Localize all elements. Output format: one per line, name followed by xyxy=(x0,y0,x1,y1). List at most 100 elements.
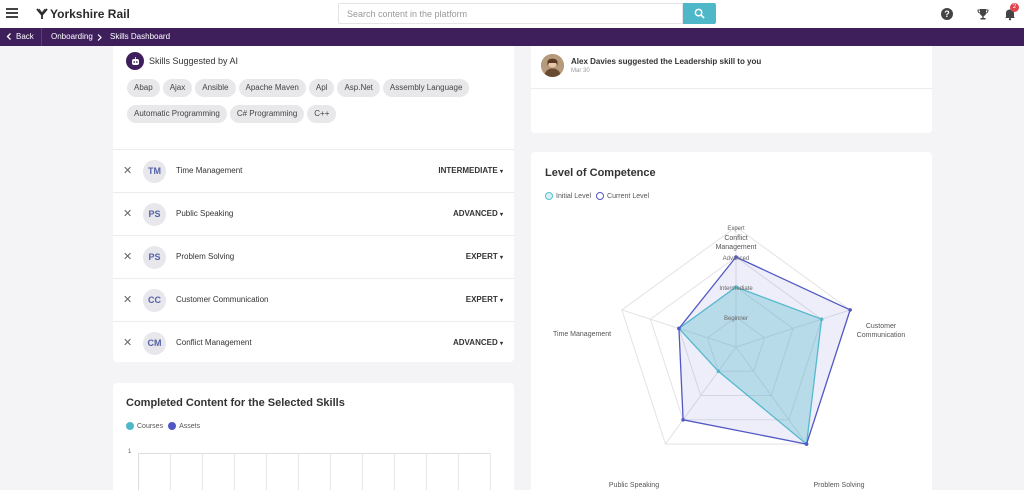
top-bar: Yorkshire Rail Search content in the pla… xyxy=(0,0,1024,28)
skill-initials: PS xyxy=(143,246,166,269)
skill-level-value: EXPERT xyxy=(465,252,498,261)
skill-level-value: ADVANCED xyxy=(453,338,498,347)
skill-chip[interactable]: Automatic Programming xyxy=(127,105,227,123)
radar-point xyxy=(681,418,685,422)
ai-suggestions-title: Skills Suggested by AI xyxy=(149,56,239,66)
legend-current-label: Current Level xyxy=(607,192,650,200)
skill-chip[interactable]: Asp.Net xyxy=(337,79,380,97)
avatar[interactable] xyxy=(541,54,564,77)
selected-skills-list: ✕ TM Time Management INTERMEDIATE ▾ ✕ PS… xyxy=(113,149,514,364)
skill-chip[interactable]: Ansible xyxy=(195,79,236,97)
skill-name: Problem Solving xyxy=(176,252,235,261)
skill-initials: PS xyxy=(143,203,166,226)
skill-chip[interactable]: Apl xyxy=(308,79,335,97)
legend-initial-level[interactable]: Initial Level xyxy=(545,192,591,200)
radar-level-label: Intermediate xyxy=(719,286,753,292)
radar-grid-ring xyxy=(649,256,823,421)
assets-swatch xyxy=(168,422,177,430)
trophy-icon[interactable] xyxy=(976,7,990,21)
activity-card: Alex Davies suggested the Leadership ski… xyxy=(531,46,932,133)
hamburger-menu-icon[interactable] xyxy=(6,8,18,18)
search-input[interactable]: Search content in the platform xyxy=(338,3,683,24)
help-icon[interactable]: ? xyxy=(941,8,953,20)
skill-chip[interactable]: C++ xyxy=(307,105,337,123)
axis-label-public-speaking: Public Speaking xyxy=(608,482,660,489)
skill-name: Conflict Management xyxy=(176,338,252,347)
legend-initial-label: Initial Level xyxy=(556,192,592,200)
radar-grid-ring xyxy=(706,316,766,372)
skill-chip[interactable]: Ajax xyxy=(162,79,193,97)
competence-card: Level of Competence Initial Level Curren… xyxy=(531,152,932,490)
radar-grid-ring xyxy=(621,226,851,445)
breadcrumb-skills-dashboard: Skills Dashboard xyxy=(110,32,171,41)
skill-level-dropdown[interactable]: INTERMEDIATE ▾ xyxy=(438,166,503,175)
axis-label-time-management: Time Management xyxy=(552,331,612,338)
remove-skill-icon[interactable]: ✕ xyxy=(123,251,133,263)
legend-courses[interactable]: Courses xyxy=(126,422,163,430)
skill-chip[interactable]: Abap xyxy=(127,79,160,97)
legend-assets[interactable]: Assets xyxy=(168,422,200,430)
activity-text: Alex Davies suggested the Leadership ski… xyxy=(571,57,762,66)
brand-name: Yorkshire Rail xyxy=(50,7,130,21)
radar-series-initial-level xyxy=(677,286,823,446)
competence-legend: Initial Level Current Level xyxy=(545,192,654,200)
search-button[interactable] xyxy=(683,3,716,24)
radar-spoke xyxy=(735,346,807,445)
remove-skill-icon[interactable]: ✕ xyxy=(123,208,133,220)
competence-radar-chart: Beginner Intermediate Advanced Expert xyxy=(621,226,852,446)
search-placeholder: Search content in the platform xyxy=(347,9,468,19)
skill-initials: TM xyxy=(143,160,166,183)
skill-row: ✕ PS Problem Solving EXPERT ▾ xyxy=(113,235,514,278)
back-button[interactable]: Back xyxy=(6,32,34,41)
legend-current-level[interactable]: Current Level xyxy=(596,192,649,200)
skill-chip[interactable]: Apache Maven xyxy=(238,79,306,97)
notification-badge: 2 xyxy=(1010,3,1019,12)
initial-level-swatch xyxy=(545,192,553,200)
remove-skill-icon[interactable]: ✕ xyxy=(123,337,133,349)
y-tick-label: 1 xyxy=(128,449,132,455)
skill-level-dropdown[interactable]: EXPERT ▾ xyxy=(466,295,503,304)
remove-skill-icon[interactable]: ✕ xyxy=(123,165,133,177)
skill-level-dropdown[interactable]: EXPERT ▾ xyxy=(466,252,503,261)
skill-name: Time Management xyxy=(176,166,243,175)
radar-level-label: Beginner xyxy=(724,316,748,322)
suggested-skill-chips: Abap Ajax Ansible Apache Maven Apl Asp.Net Ass… xyxy=(127,77,502,129)
competence-title: Level of Competence xyxy=(545,167,656,179)
skill-chip[interactable]: C# Programming xyxy=(229,105,305,123)
radar-point xyxy=(848,308,852,312)
radar-point xyxy=(677,326,681,331)
legend-assets-label: Assets xyxy=(179,422,201,430)
back-label: Back xyxy=(16,32,34,41)
radar-point xyxy=(804,442,809,446)
robot-icon xyxy=(126,52,144,70)
skill-name: Customer Communication xyxy=(176,295,269,304)
radar-spoke xyxy=(735,309,851,348)
legend-courses-label: Courses xyxy=(137,422,164,430)
radar-point xyxy=(819,317,824,321)
completed-chart-grid xyxy=(138,453,491,490)
caret-down-icon: ▾ xyxy=(499,255,503,261)
skill-chip[interactable]: Assembly Language xyxy=(382,79,470,97)
caret-down-icon: ▾ xyxy=(499,341,503,347)
skill-level-value: EXPERT xyxy=(465,295,498,304)
skills-card: Skills Suggested by AI Abap Ajax Ansible Ap… xyxy=(113,46,514,362)
completed-legend: Courses Assets xyxy=(126,422,205,430)
skill-level-dropdown[interactable]: ADVANCED ▾ xyxy=(453,209,503,218)
skill-level-dropdown[interactable]: ADVANCED ▾ xyxy=(453,338,503,347)
chevron-left-icon xyxy=(6,33,11,40)
caret-down-icon: ▾ xyxy=(499,298,503,304)
brand-mark-icon xyxy=(36,8,48,19)
breadcrumb-bar: Back Onboarding Skills Dashboard xyxy=(0,28,1024,46)
skill-level-value: ADVANCED xyxy=(453,209,498,218)
caret-down-icon: ▾ xyxy=(499,169,503,175)
breadcrumb-onboarding[interactable]: Onboarding xyxy=(51,32,93,41)
caret-down-icon: ▾ xyxy=(499,212,503,218)
ai-suggestions-header: Skills Suggested by AI xyxy=(126,52,238,70)
remove-skill-icon[interactable]: ✕ xyxy=(123,294,133,306)
completed-content-card: Completed Content for the Selected Skill… xyxy=(113,383,514,490)
divider xyxy=(531,88,932,89)
brand-logo[interactable]: Yorkshire Rail xyxy=(36,7,130,21)
skill-level-value: INTERMEDIATE xyxy=(438,166,498,175)
radar-spoke xyxy=(665,346,737,445)
current-level-swatch xyxy=(596,192,605,200)
